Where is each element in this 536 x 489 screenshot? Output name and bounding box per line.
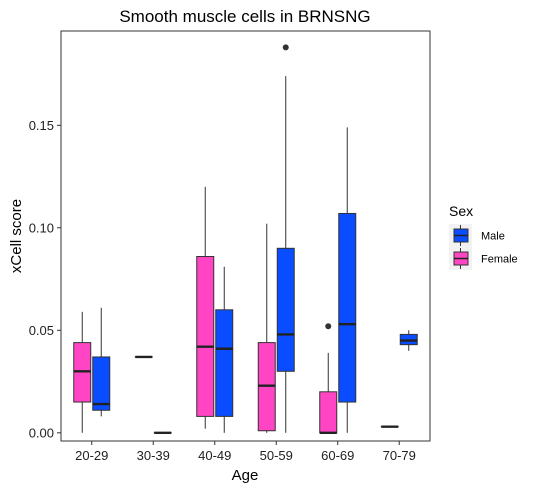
box-female-20-29 — [73, 311, 92, 433]
box-body — [215, 309, 234, 417]
legend-item-male: Male — [449, 224, 505, 247]
box-body — [276, 247, 295, 372]
chart-title: Smooth muscle cells in BRNSNG — [119, 7, 370, 26]
y-axis: 0.00 0.05 0.10 0.15 — [29, 118, 61, 440]
y-axis-title: xCell score — [8, 199, 25, 273]
box-male-50-59 — [276, 44, 295, 433]
box-female-40-49 — [196, 186, 215, 429]
legend-label: Female — [481, 254, 518, 266]
y-tick-label: 0.05 — [29, 323, 54, 338]
legend-label: Male — [481, 231, 505, 243]
box-body — [196, 256, 215, 417]
plot-panel — [60, 30, 431, 442]
legend-item-female: Female — [449, 247, 518, 270]
box-male-20-29 — [92, 307, 111, 417]
x-axis: 20-29 30-39 40-49 50-59 60-69 70-79 — [75, 441, 416, 463]
x-axis-title: Age — [232, 467, 259, 484]
x-tick-label: 20-29 — [75, 448, 108, 463]
box-male-40-49 — [215, 266, 234, 433]
legend-title: Sex — [449, 203, 473, 219]
x-tick-label: 50-59 — [260, 448, 293, 463]
x-tick-label: 70-79 — [383, 448, 416, 463]
box-body — [338, 212, 357, 403]
outlier-point — [325, 323, 332, 330]
box-male-60-69 — [338, 127, 357, 433]
x-tick-label: 30-39 — [137, 448, 170, 463]
boxplot-marks — [73, 44, 418, 434]
outlier-point — [282, 44, 289, 51]
box-female-60-69 — [319, 323, 338, 434]
box-male-70-79 — [399, 330, 418, 351]
box-body — [92, 356, 111, 411]
box-body — [319, 391, 338, 434]
y-tick-label: 0.10 — [29, 220, 54, 235]
box-female-50-59 — [257, 223, 276, 433]
x-tick-label: 60-69 — [321, 448, 354, 463]
y-tick-label: 0.00 — [29, 425, 54, 440]
legend: Sex Male Female — [449, 203, 518, 270]
x-tick-label: 40-49 — [198, 448, 231, 463]
y-tick-label: 0.15 — [29, 118, 54, 133]
